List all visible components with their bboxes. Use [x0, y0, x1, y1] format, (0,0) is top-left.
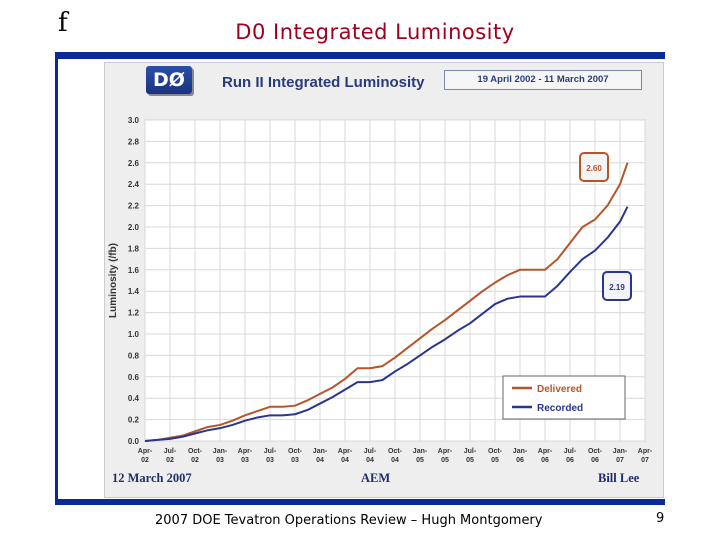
chart-title: Run II Integrated Luminosity: [222, 74, 425, 91]
y-tick-label: 2.6: [128, 159, 140, 168]
x-tick-label: Oct-: [288, 448, 303, 455]
x-tick-label: 06: [541, 457, 549, 464]
page-number: 9: [656, 511, 665, 526]
x-tick-label: 07: [641, 457, 649, 464]
x-tick-label: 04: [391, 457, 399, 464]
d0-logo: DØ: [146, 66, 192, 94]
corner-mark: f: [58, 8, 68, 38]
x-tick-label: 03: [216, 457, 224, 464]
chart-author-initials: AEM: [361, 471, 391, 485]
x-tick-label: Oct-: [488, 448, 503, 455]
x-tick-label: 03: [291, 457, 299, 464]
x-tick-label: Jul-: [564, 448, 577, 455]
y-tick-label: 1.6: [128, 266, 140, 275]
x-tick-label: Apr-: [438, 448, 453, 455]
y-tick-label: 0.0: [128, 437, 140, 446]
x-tick-label: Jan-: [413, 448, 428, 455]
title-divider: [55, 52, 665, 59]
y-tick-label: 1.2: [128, 309, 140, 318]
x-tick-label: 05: [416, 457, 424, 464]
x-tick-label: Jul-: [464, 448, 477, 455]
slide-title: D0 Integrated Luminosity: [235, 20, 515, 44]
annotation-label-delivered: 2.60: [586, 164, 602, 173]
y-tick-label: 1.8: [128, 244, 140, 253]
y-tick-label: 2.4: [128, 180, 140, 189]
x-tick-label: 03: [266, 457, 274, 464]
x-tick-label: 03: [241, 457, 249, 464]
chart-date-label: 12 March 2007: [112, 471, 192, 485]
series-line-delivered: [144, 162, 629, 442]
x-tick-label: 07: [616, 457, 624, 464]
series-line-recorded: [144, 206, 629, 442]
x-tick-label: 04: [341, 457, 349, 464]
annotation-box-recorded: [602, 271, 632, 301]
y-tick-label: 0.2: [128, 416, 140, 425]
x-tick-label: Oct-: [588, 448, 603, 455]
x-tick-label: Jan-: [313, 448, 328, 455]
legend-box: [502, 375, 626, 420]
x-tick-label: Oct-: [188, 448, 203, 455]
x-tick-label: Jul-: [164, 448, 177, 455]
left-divider: [55, 59, 58, 499]
x-tick-label: Apr-: [238, 448, 253, 455]
x-tick-label: Apr-: [138, 448, 153, 455]
x-tick-label: 04: [316, 457, 324, 464]
x-tick-label: 02: [141, 457, 149, 464]
slide-footer: 2007 DOE Tevatron Operations Review – Hu…: [155, 513, 543, 528]
x-tick-label: 05: [441, 457, 449, 464]
x-tick-label: 06: [566, 457, 574, 464]
x-tick-label: Jan-: [513, 448, 528, 455]
chart-author-name: Bill Lee: [598, 471, 640, 485]
x-tick-label: Jan-: [613, 448, 628, 455]
x-tick-label: 05: [466, 457, 474, 464]
y-tick-label: 2.0: [128, 223, 140, 232]
x-tick-label: Apr-: [638, 448, 653, 455]
legend-label-delivered: Delivered: [537, 384, 582, 395]
annotation-box-delivered: [579, 152, 609, 182]
x-tick-label: 04: [366, 457, 374, 464]
bottom-divider: [55, 499, 665, 505]
y-tick-label: 0.4: [128, 394, 140, 403]
x-tick-label: 06: [591, 457, 599, 464]
y-tick-label: 0.6: [128, 373, 140, 382]
legend-label-recorded: Recorded: [537, 403, 583, 414]
date-range-label: 19 April 2002 - 11 March 2007: [444, 70, 642, 90]
y-tick-label: 0.8: [128, 351, 140, 360]
y-tick-label: 1.0: [128, 330, 140, 339]
x-tick-label: Oct-: [388, 448, 403, 455]
x-tick-label: Apr-: [338, 448, 353, 455]
x-tick-label: 06: [516, 457, 524, 464]
y-tick-label: 1.4: [128, 287, 140, 296]
x-tick-label: 05: [491, 457, 499, 464]
x-tick-label: Jul-: [264, 448, 277, 455]
y-axis-label: Luminosity (/fb): [108, 243, 119, 318]
x-tick-label: 02: [191, 457, 199, 464]
x-tick-label: 02: [166, 457, 174, 464]
y-tick-label: 2.8: [128, 137, 140, 146]
annotation-label-recorded: 2.19: [609, 283, 625, 292]
y-tick-label: 3.0: [128, 116, 140, 125]
x-tick-label: Jul-: [364, 448, 377, 455]
x-tick-label: Apr-: [538, 448, 553, 455]
y-tick-label: 2.2: [128, 202, 140, 211]
x-tick-label: Jan-: [213, 448, 228, 455]
